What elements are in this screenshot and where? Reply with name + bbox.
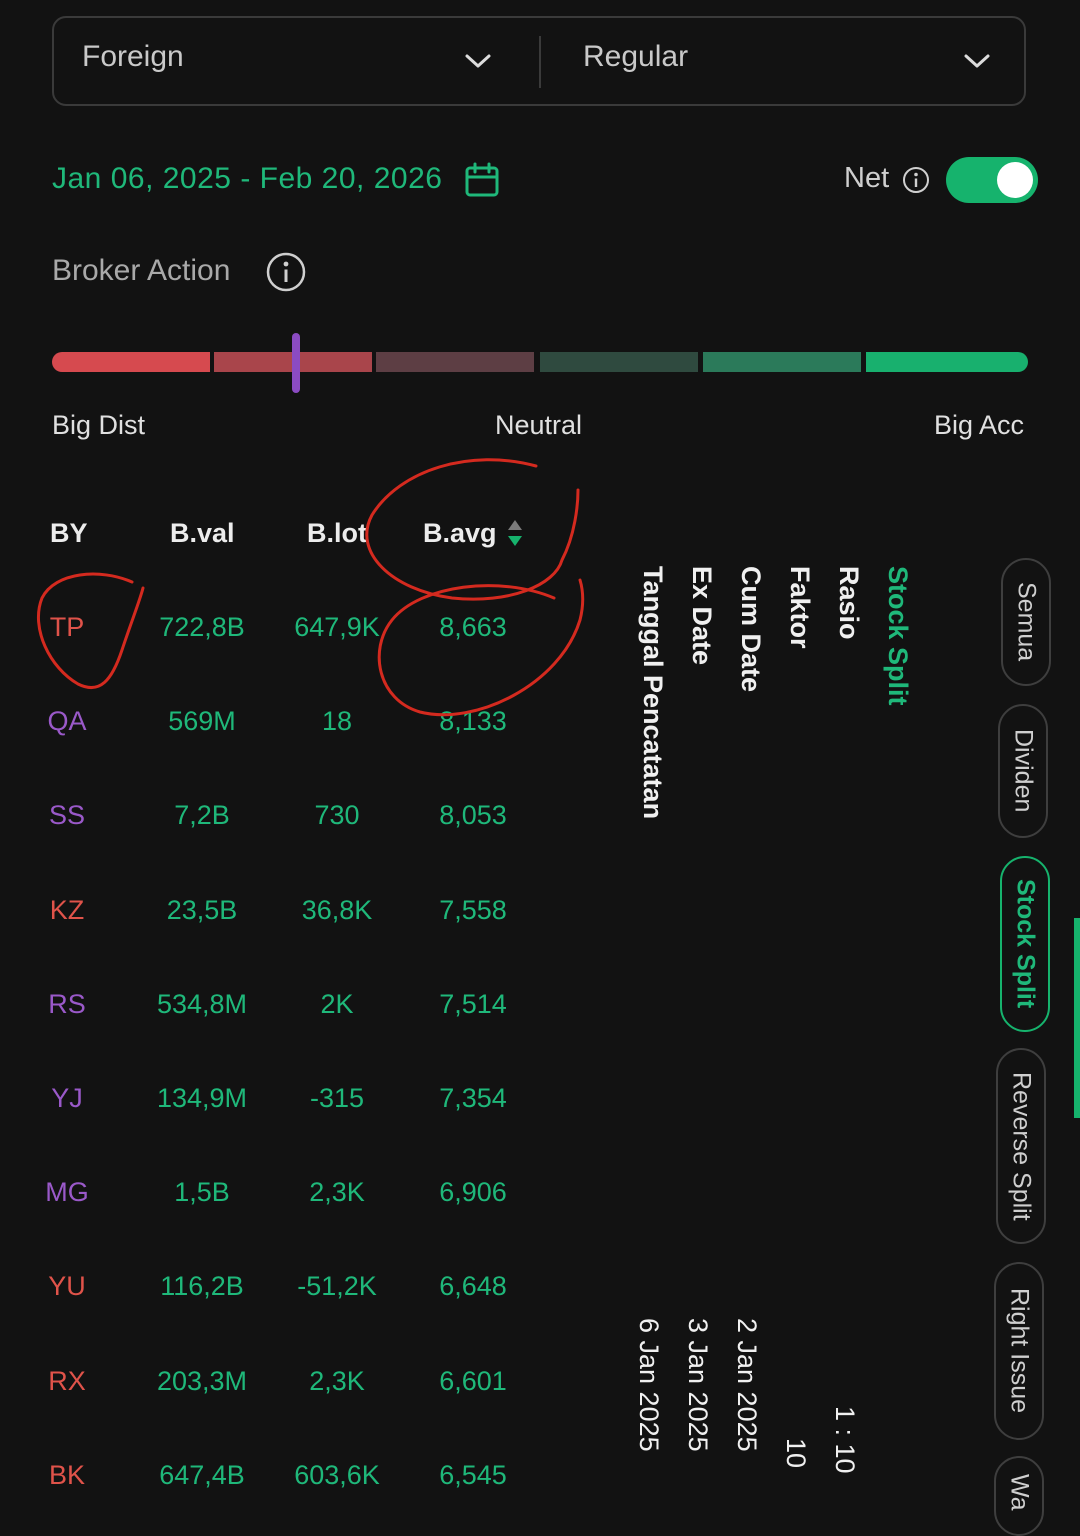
field-label-ex-date: Ex Date (687, 566, 717, 666)
info-icon[interactable] (265, 251, 307, 293)
table-cell-bval: 116,2B (160, 1271, 244, 1302)
table-cell-bavg: 6,906 (439, 1177, 507, 1208)
table-cell-bval: 647,4B (159, 1459, 245, 1490)
table-cell-blot: 18 (321, 706, 353, 737)
column-header-by[interactable]: BY (50, 518, 88, 548)
table-cell-bval: 534,8M (156, 988, 248, 1019)
table-cell-bavg: 8,053 (439, 800, 507, 831)
scale-label-right: Big Acc (934, 410, 1025, 440)
gradient-segment (52, 352, 210, 372)
table-cell-bavg: 7,558 (439, 894, 507, 925)
table-cell-bavg: 8,663 (439, 612, 507, 642)
broker-code[interactable]: QA (47, 706, 87, 737)
tab-dividen[interactable]: Dividen (998, 704, 1048, 838)
scale-label-left: Big Dist (52, 410, 146, 440)
filter-bar (52, 16, 1026, 106)
table-cell-blot: 603,6K (294, 1459, 380, 1490)
table-cell-bavg: 6,545 (439, 1459, 507, 1490)
table-cell-bval: 569M (168, 706, 236, 737)
gradient-segment (540, 352, 698, 372)
net-label: Net (844, 162, 890, 194)
table-cell-bval: 7,2B (174, 800, 230, 831)
corporate-action-title: Stock Split (883, 566, 913, 706)
table-cell-blot: -51,2K (297, 1271, 377, 1302)
toggle-knob (997, 162, 1033, 198)
scroll-indicator[interactable] (1074, 918, 1080, 1118)
broker-code[interactable]: YJ (51, 1083, 83, 1113)
gradient-segment (376, 352, 534, 372)
tab-right-issue[interactable]: Right Issue (994, 1262, 1044, 1440)
filter-divider (539, 36, 541, 88)
table-cell-bavg: 6,601 (439, 1365, 507, 1396)
table-cell-bval: 203,3M (156, 1365, 248, 1396)
table-cell-bavg: 6,648 (439, 1271, 507, 1302)
value-cum-date: 2 Jan 2025 (732, 1318, 762, 1452)
gradient-segment (703, 352, 861, 372)
table-cell-bavg: 8,133 (439, 706, 507, 737)
tab-reverse-split[interactable]: Reverse Split (996, 1048, 1046, 1244)
gradient-segment (866, 352, 1028, 372)
table-cell-bavg: 7,514 (439, 988, 507, 1019)
table-cell-bval: 134,9M (156, 1083, 248, 1113)
column-header-blot[interactable]: B.lot (307, 518, 367, 548)
field-label-tanggal-pencatatan: Tanggal Pencatatan (638, 566, 668, 820)
table-cell-blot: -315 (309, 1083, 365, 1113)
table-cell-bval: 23,5B (166, 894, 238, 925)
calendar-icon[interactable] (464, 162, 500, 198)
field-label-cum-date: Cum Date (736, 566, 766, 693)
investor-type-select[interactable]: Foreign (82, 40, 184, 73)
table-cell-blot: 2,3K (309, 1177, 365, 1208)
tab-warrant[interactable]: Wa (994, 1456, 1044, 1536)
broker-code[interactable]: TP (49, 612, 85, 642)
table-cell-blot: 730 (314, 800, 360, 831)
date-range[interactable]: Jan 06, 2025 - Feb 20, 2026 (52, 162, 443, 195)
broker-code[interactable]: BK (48, 1459, 86, 1490)
table-cell-blot: 2K (320, 988, 354, 1019)
broker-code[interactable]: SS (48, 800, 86, 831)
column-header-bavg[interactable]: B.avg (423, 518, 497, 548)
market-type-select[interactable]: Regular (583, 40, 689, 73)
value-rasio: 1 : 10 (830, 1406, 860, 1474)
value-ex-date: 3 Jan 2025 (683, 1318, 713, 1452)
broker-code[interactable]: MG (45, 1177, 89, 1208)
chevron-down-icon[interactable] (963, 52, 991, 70)
tab-semua[interactable]: Semua (1001, 558, 1051, 686)
sort-icon[interactable] (506, 519, 524, 547)
column-header-bval[interactable]: B.val (170, 518, 235, 548)
value-faktor: 10 (781, 1438, 811, 1469)
broker-code[interactable]: KZ (49, 894, 85, 925)
broker-code[interactable]: RX (48, 1365, 86, 1396)
table-cell-bval: 1,5B (174, 1177, 230, 1208)
table-cell-blot: 2,3K (309, 1365, 365, 1396)
broker-action-marker (292, 333, 300, 393)
chevron-down-icon[interactable] (464, 52, 492, 70)
net-toggle[interactable] (946, 157, 1038, 203)
broker-code[interactable]: YU (48, 1271, 86, 1302)
field-label-faktor: Faktor (785, 566, 815, 649)
broker-action-title: Broker Action (52, 254, 231, 287)
table-cell-bval: 722,8B (159, 612, 245, 642)
scale-label-center: Neutral (495, 410, 583, 440)
broker-code[interactable]: RS (48, 988, 86, 1019)
table-cell-bavg: 7,354 (439, 1083, 507, 1113)
table-cell-blot: 647,9K (294, 612, 380, 642)
field-label-rasio: Rasio (834, 566, 864, 640)
table-cell-blot: 36,8K (301, 894, 373, 925)
info-icon[interactable] (902, 166, 930, 194)
tab-stock-split[interactable]: Stock Split (1000, 856, 1050, 1032)
value-tanggal-pencatatan: 6 Jan 2025 (634, 1318, 664, 1452)
